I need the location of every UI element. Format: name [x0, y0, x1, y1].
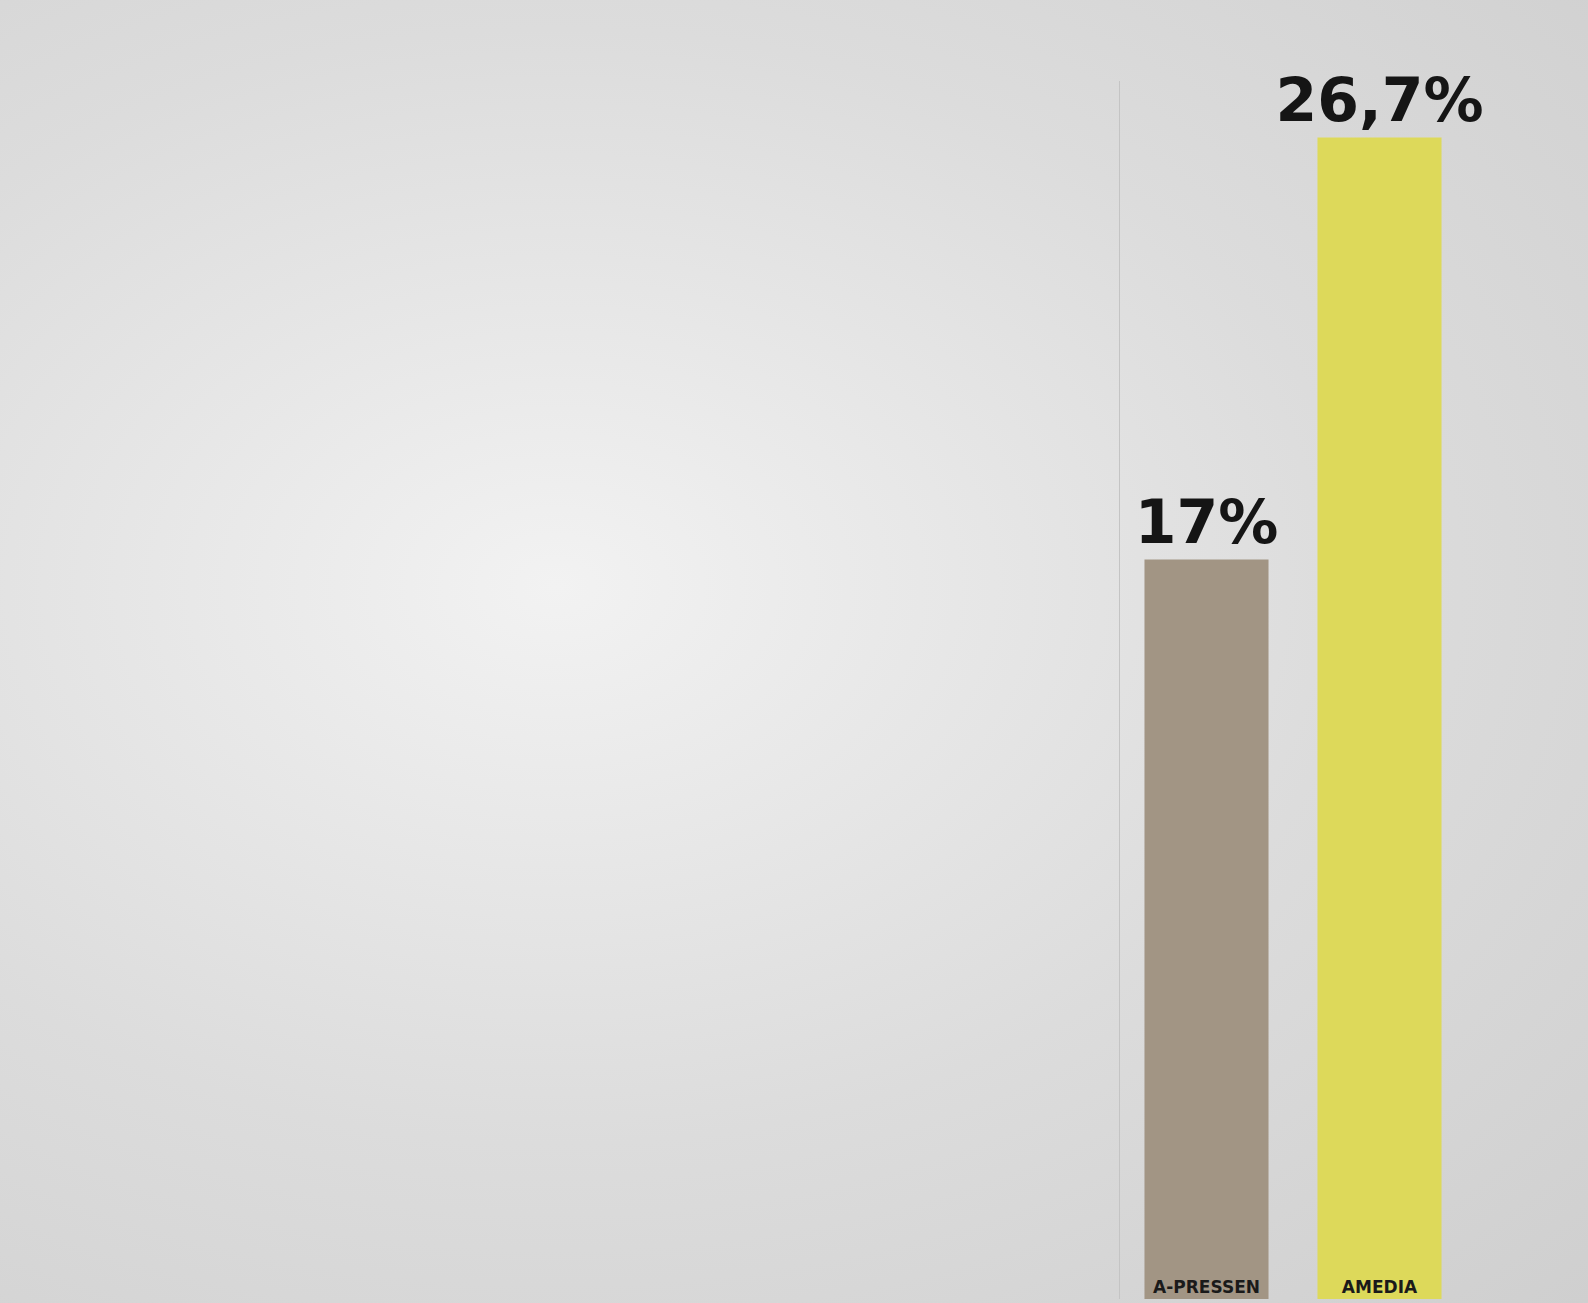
svg-text:A-PRESSEN: A-PRESSEN — [1153, 1277, 1260, 1297]
svg-text:17%: 17% — [1135, 487, 1279, 557]
svg-text:AMEDIA: AMEDIA — [1342, 1277, 1418, 1297]
svg-text:26,7%: 26,7% — [1275, 65, 1483, 135]
